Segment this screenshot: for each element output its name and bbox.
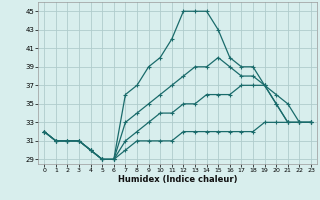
X-axis label: Humidex (Indice chaleur): Humidex (Indice chaleur) bbox=[118, 175, 237, 184]
